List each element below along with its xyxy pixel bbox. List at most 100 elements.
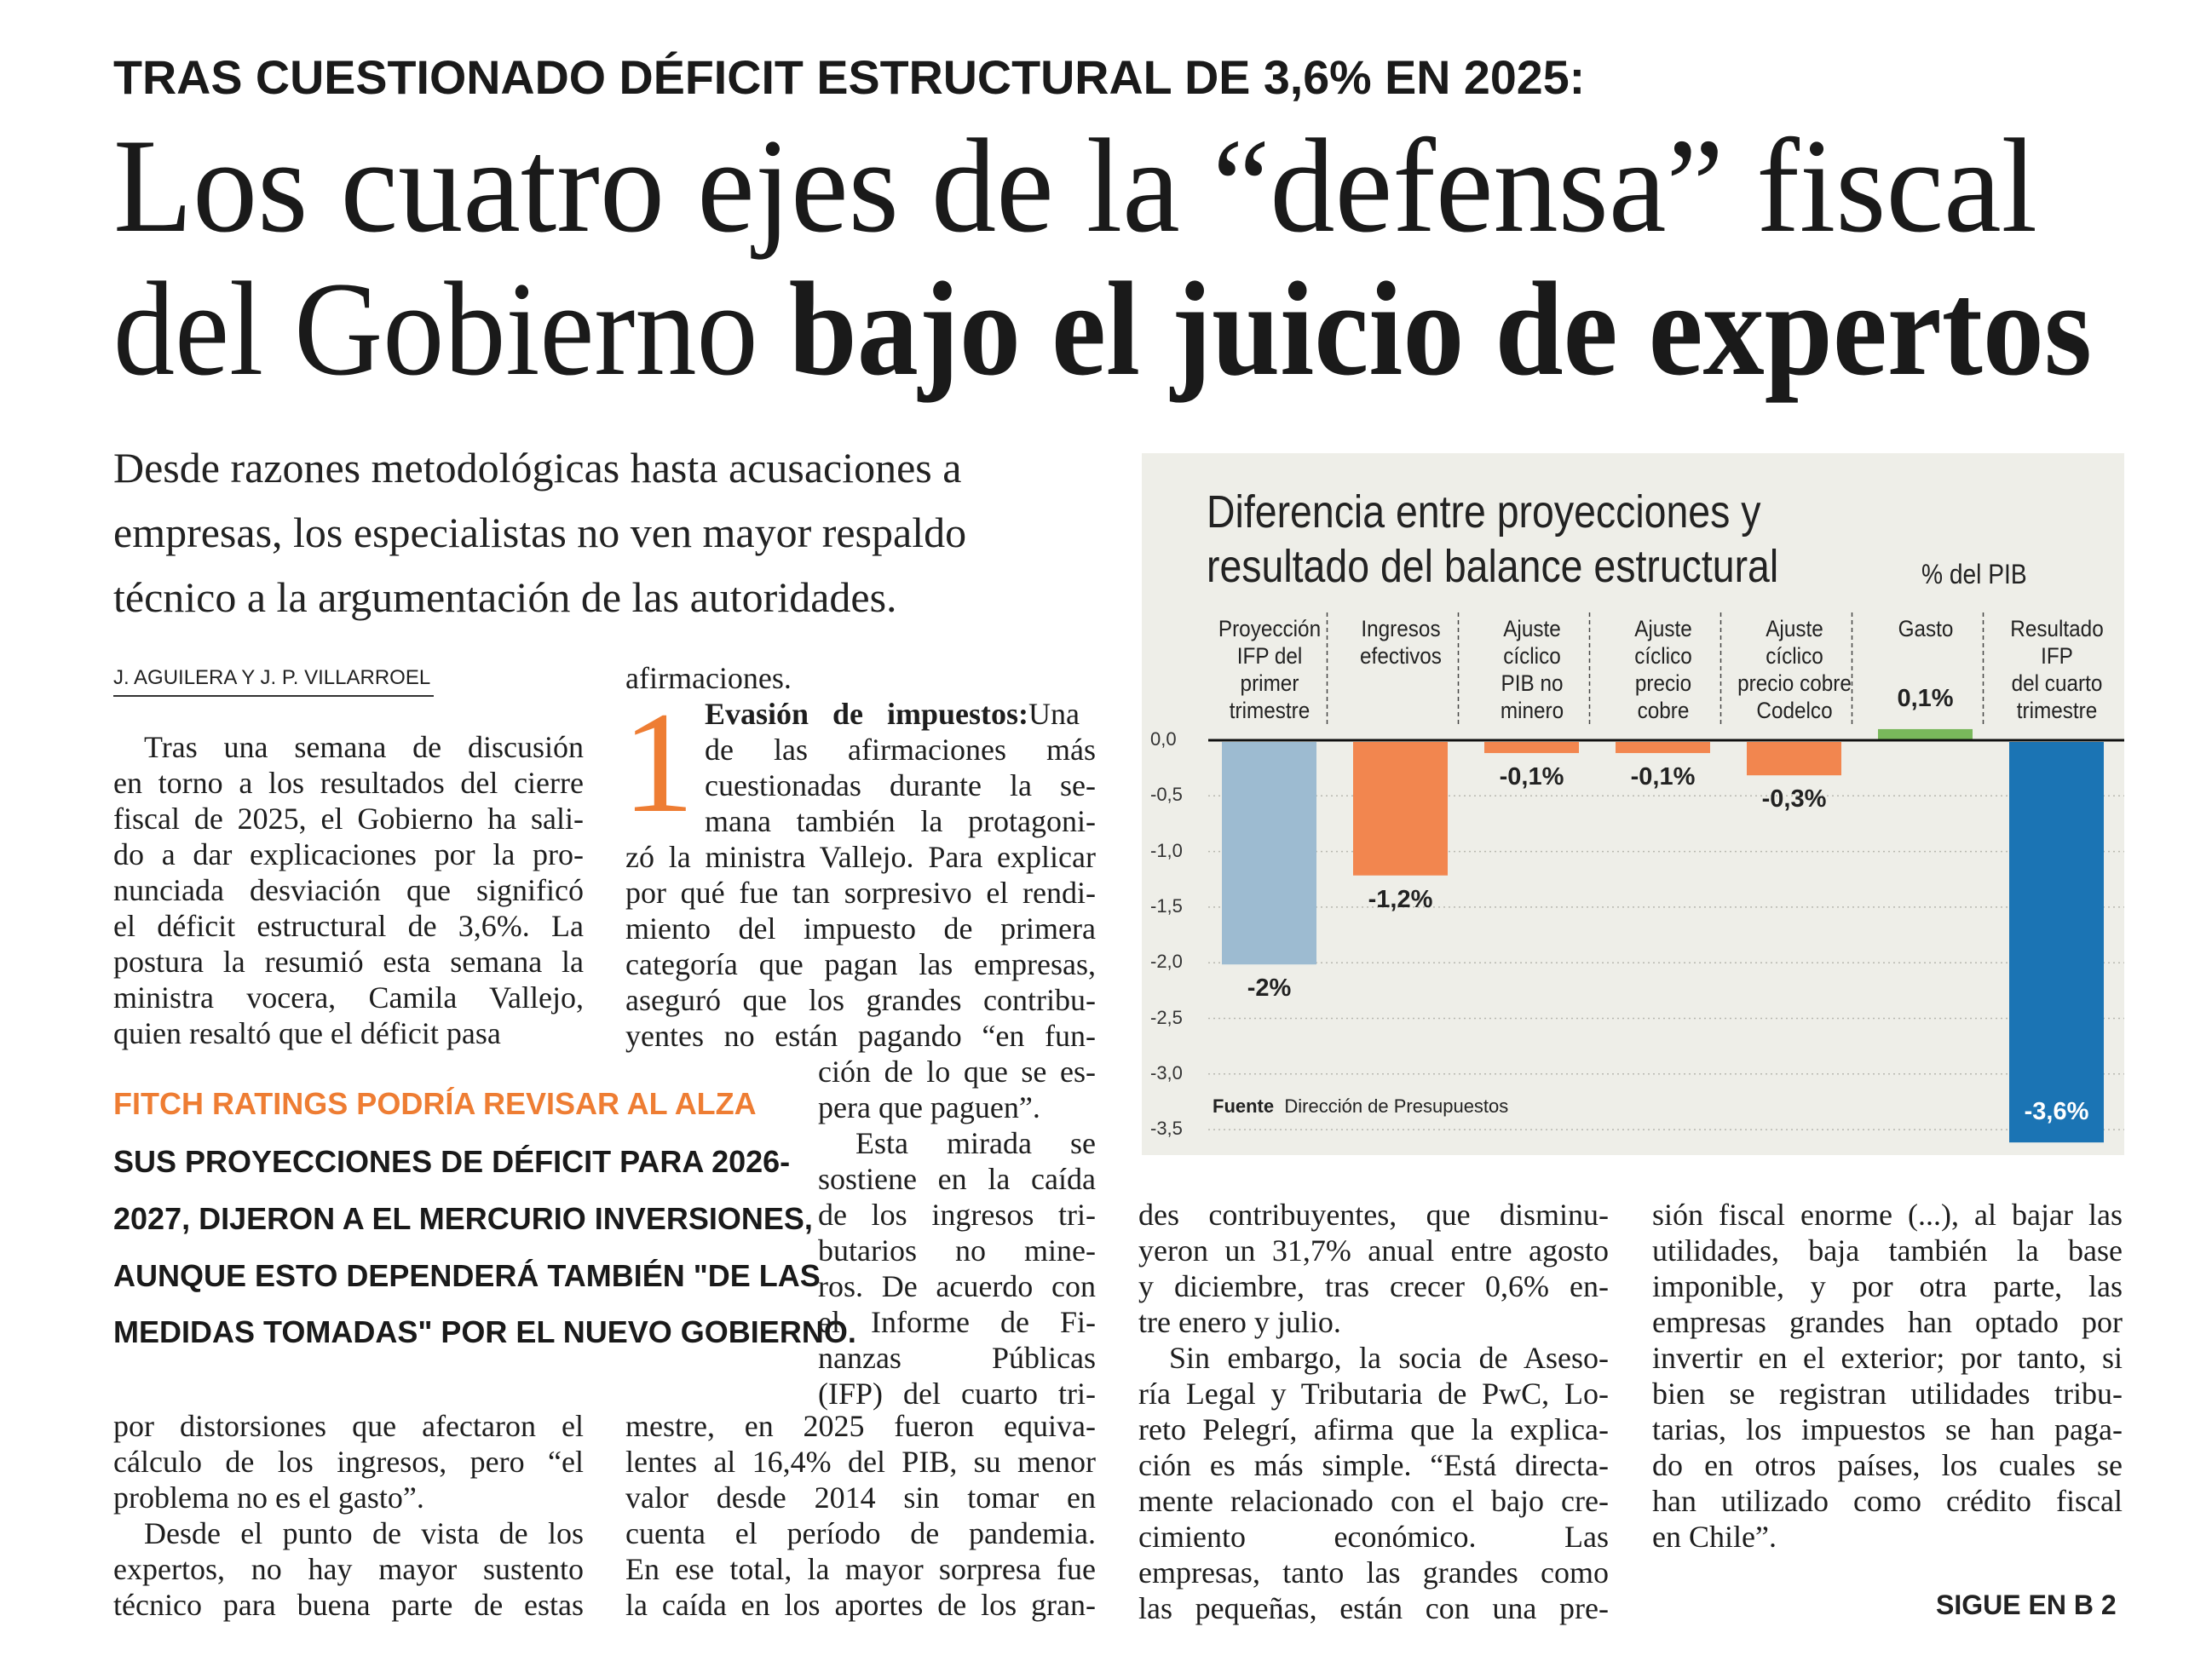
category-label-line: Ajuste: [1502, 616, 1561, 641]
category-label-line: Gasto: [1898, 616, 1953, 641]
text-line: categoría que pagan las empresas,: [625, 946, 1096, 982]
y-tick-label: -1,5: [1150, 894, 1183, 917]
text-line-content: do a dar explicaciones por la pro-: [113, 837, 584, 871]
text-line: quien resaltó que el déficit pasa: [113, 1015, 584, 1051]
text-line-content: técnico para buena parte de estas: [113, 1588, 584, 1622]
text-line-content: la caída en los aportes de los gran-: [625, 1588, 1096, 1622]
value-label: -0,1%: [1630, 763, 1696, 791]
text-line: postura la resumió esta semana la: [113, 944, 584, 980]
text-line-content: imponible, y por otra parte, las: [1652, 1269, 2123, 1303]
text-line: do a dar explicaciones por la pro-: [113, 836, 584, 872]
text-line: el déficit estructural de 3,6%. La: [113, 908, 584, 944]
text-line: do en otros países, los cuales se: [1652, 1447, 2123, 1483]
text-line-content: han utilizado como crédito fiscal: [1652, 1484, 2123, 1518]
bar-5: [1878, 728, 1973, 740]
text-line-content: expertos, no hay mayor sustento: [113, 1552, 584, 1586]
y-tick-label: -1,0: [1150, 839, 1183, 861]
text-line-content: tarias, los impuestos se han paga-: [1652, 1412, 2123, 1446]
text-line: yeron un 31,7% anual entre agosto: [1138, 1233, 1609, 1268]
category-label-line: Resultado: [2009, 616, 2104, 641]
category-label-line: Codelco: [1755, 698, 1833, 723]
text-line-content: Una: [1028, 697, 1080, 731]
text-line-content: ción de lo que se es-: [818, 1055, 1096, 1089]
chart-plot: [1208, 612, 2124, 1143]
text-line: yentes no están pagando “en fun-: [625, 1018, 1096, 1054]
text-line: pera que paguen”.: [818, 1089, 1096, 1125]
text-line: y diciembre, tras crecer 0,6% en-: [1138, 1268, 1609, 1304]
bar-0: [1222, 742, 1316, 965]
value-label: -0,1%: [1499, 763, 1564, 791]
continued-on-page: SIGUE EN B 2: [1936, 1590, 2117, 1620]
y-tick-label: -2,5: [1150, 1006, 1183, 1028]
category-label-line: cíclico: [1502, 643, 1561, 669]
text-line: lentes al 16,4% del PIB, su menor: [625, 1444, 1096, 1480]
text-line-content: nunciada desviación que significó: [113, 873, 584, 907]
y-tick-label: -3,0: [1150, 1061, 1183, 1084]
text-line: ros. De acuerdo con: [818, 1268, 1096, 1304]
text-line: des contribuyentes, que disminu-: [1138, 1197, 1609, 1233]
category-label: Proyección IFP del primer trimestre: [1212, 615, 1327, 724]
text-line: butarios no mine-: [818, 1233, 1096, 1268]
text-line-content: postura la resumió esta semana la: [113, 945, 584, 979]
text-line-content: pera que paguen”.: [818, 1090, 1040, 1124]
text-line-content: ros. De acuerdo con: [818, 1269, 1096, 1303]
text-line: Desde el punto de vista de los: [113, 1515, 584, 1551]
text-line-content: mestre, en 2025 fueron equiva-: [625, 1409, 1096, 1443]
text-line: por distorsiones que afectaron el: [113, 1408, 584, 1444]
text-line: en Chile”.: [1652, 1519, 2123, 1555]
category-label: Ajuste cíclico precio cobre: [1605, 615, 1720, 724]
text-line: En ese total, la mayor sorpresa fue: [625, 1551, 1096, 1587]
text-line-content: el Informe de Fi-: [818, 1305, 1096, 1339]
chart-title-line-2: resultado del balance estructural: [1207, 541, 1779, 592]
text-line-content: Sin embargo, la socia de Aseso-: [1169, 1341, 1609, 1375]
text-line: por qué fue tan sorpresivo el rendi-: [625, 875, 1096, 911]
category-label-line: IFP del: [1236, 643, 1302, 669]
text-line: han utilizado como crédito fiscal: [1652, 1483, 2123, 1519]
text-line-content: por distorsiones que afectaron el: [113, 1409, 584, 1443]
chart-unit: % del PIB: [1921, 559, 2027, 589]
text-line-content: cuestionadas durante la se-: [705, 768, 1096, 802]
text-line: empresas grandes han optado por: [1652, 1304, 2123, 1340]
deck-line-1: Desde razones metodológicas hasta acusac…: [113, 444, 962, 492]
sidebar-line: MEDIDAS TOMADAS" POR EL NUEVO GOBIERNO.: [113, 1314, 856, 1349]
deck-line-2: empresas, los especialistas no ven mayor…: [113, 509, 967, 556]
text-line: reto Pelegrí, afirma que la explica-: [1138, 1411, 1609, 1447]
text-line-content: Tras una semana de discusión: [144, 730, 584, 764]
y-tick-label: -3,5: [1150, 1118, 1183, 1140]
value-label: 0,1%: [1897, 684, 1954, 712]
category-label-line: IFP: [2040, 643, 2073, 669]
text-line-content: valor desde 2014 sin tomar en: [625, 1480, 1096, 1515]
text-line-content: fiscal de 2025, el Gobierno ha sali-: [113, 802, 584, 836]
value-label: -3,6%: [2024, 1098, 2089, 1126]
text-line-content: en Chile”.: [1652, 1520, 1777, 1554]
text-line: sión fiscal enorme (...), al bajar las: [1652, 1197, 2123, 1233]
drop-cap-number: 1: [622, 682, 694, 842]
text-line-content: tre enero y julio.: [1138, 1305, 1341, 1339]
text-line: cuenta el período de pandemia.: [625, 1515, 1096, 1551]
text-line-content: do en otros países, los cuales se: [1652, 1448, 2123, 1482]
y-tick-label: -2,0: [1150, 951, 1183, 973]
headline-regular: del Gobierno: [113, 255, 789, 404]
text-line-content: por qué fue tan sorpresivo el rendi-: [625, 876, 1096, 910]
source-label: Fuente: [1213, 1095, 1275, 1117]
text-line-content: aseguró que los grandes contribu-: [625, 983, 1096, 1017]
text-line-content: problema no es el gasto”.: [113, 1480, 424, 1515]
value-label: -1,2%: [1368, 885, 1433, 913]
text-line: aseguró que los grandes contribu-: [625, 982, 1096, 1018]
text-line-content: las pequeñas, están con una pre-: [1138, 1591, 1609, 1625]
text-line: la caída en los aportes de los gran-: [625, 1587, 1096, 1623]
text-line: cimiento económico. Las: [1138, 1519, 1609, 1555]
text-line-content: ministra vocera, Camila Vallejo,: [113, 980, 584, 1015]
sidebar-highlight: FITCH RATINGS PODRÍA REVISAR AL ALZA: [113, 1086, 757, 1121]
headline-line-1: Los cuatro ejes de la “defensa” fiscal: [113, 112, 2037, 261]
category-label: Ajuste cíclico precio cobre Codelco: [1737, 615, 1852, 724]
text-line-content: empresas grandes han optado por: [1652, 1305, 2123, 1339]
text-line: en torno a los resultados del cierre: [113, 765, 584, 801]
chart-balance-estructural: Diferencia entre proyecciones y resultad…: [1142, 453, 2124, 1155]
text-line-content: de las afirmaciones más: [705, 733, 1096, 767]
category-label-line: cíclico: [1765, 643, 1823, 669]
text-line: mana también la protagoni-: [705, 803, 1096, 839]
category-label-line: del cuarto: [2011, 670, 2102, 696]
text-line: sostiene en la caída: [818, 1161, 1096, 1197]
text-line-content: empresas, tanto las grandes como: [1138, 1555, 1609, 1590]
